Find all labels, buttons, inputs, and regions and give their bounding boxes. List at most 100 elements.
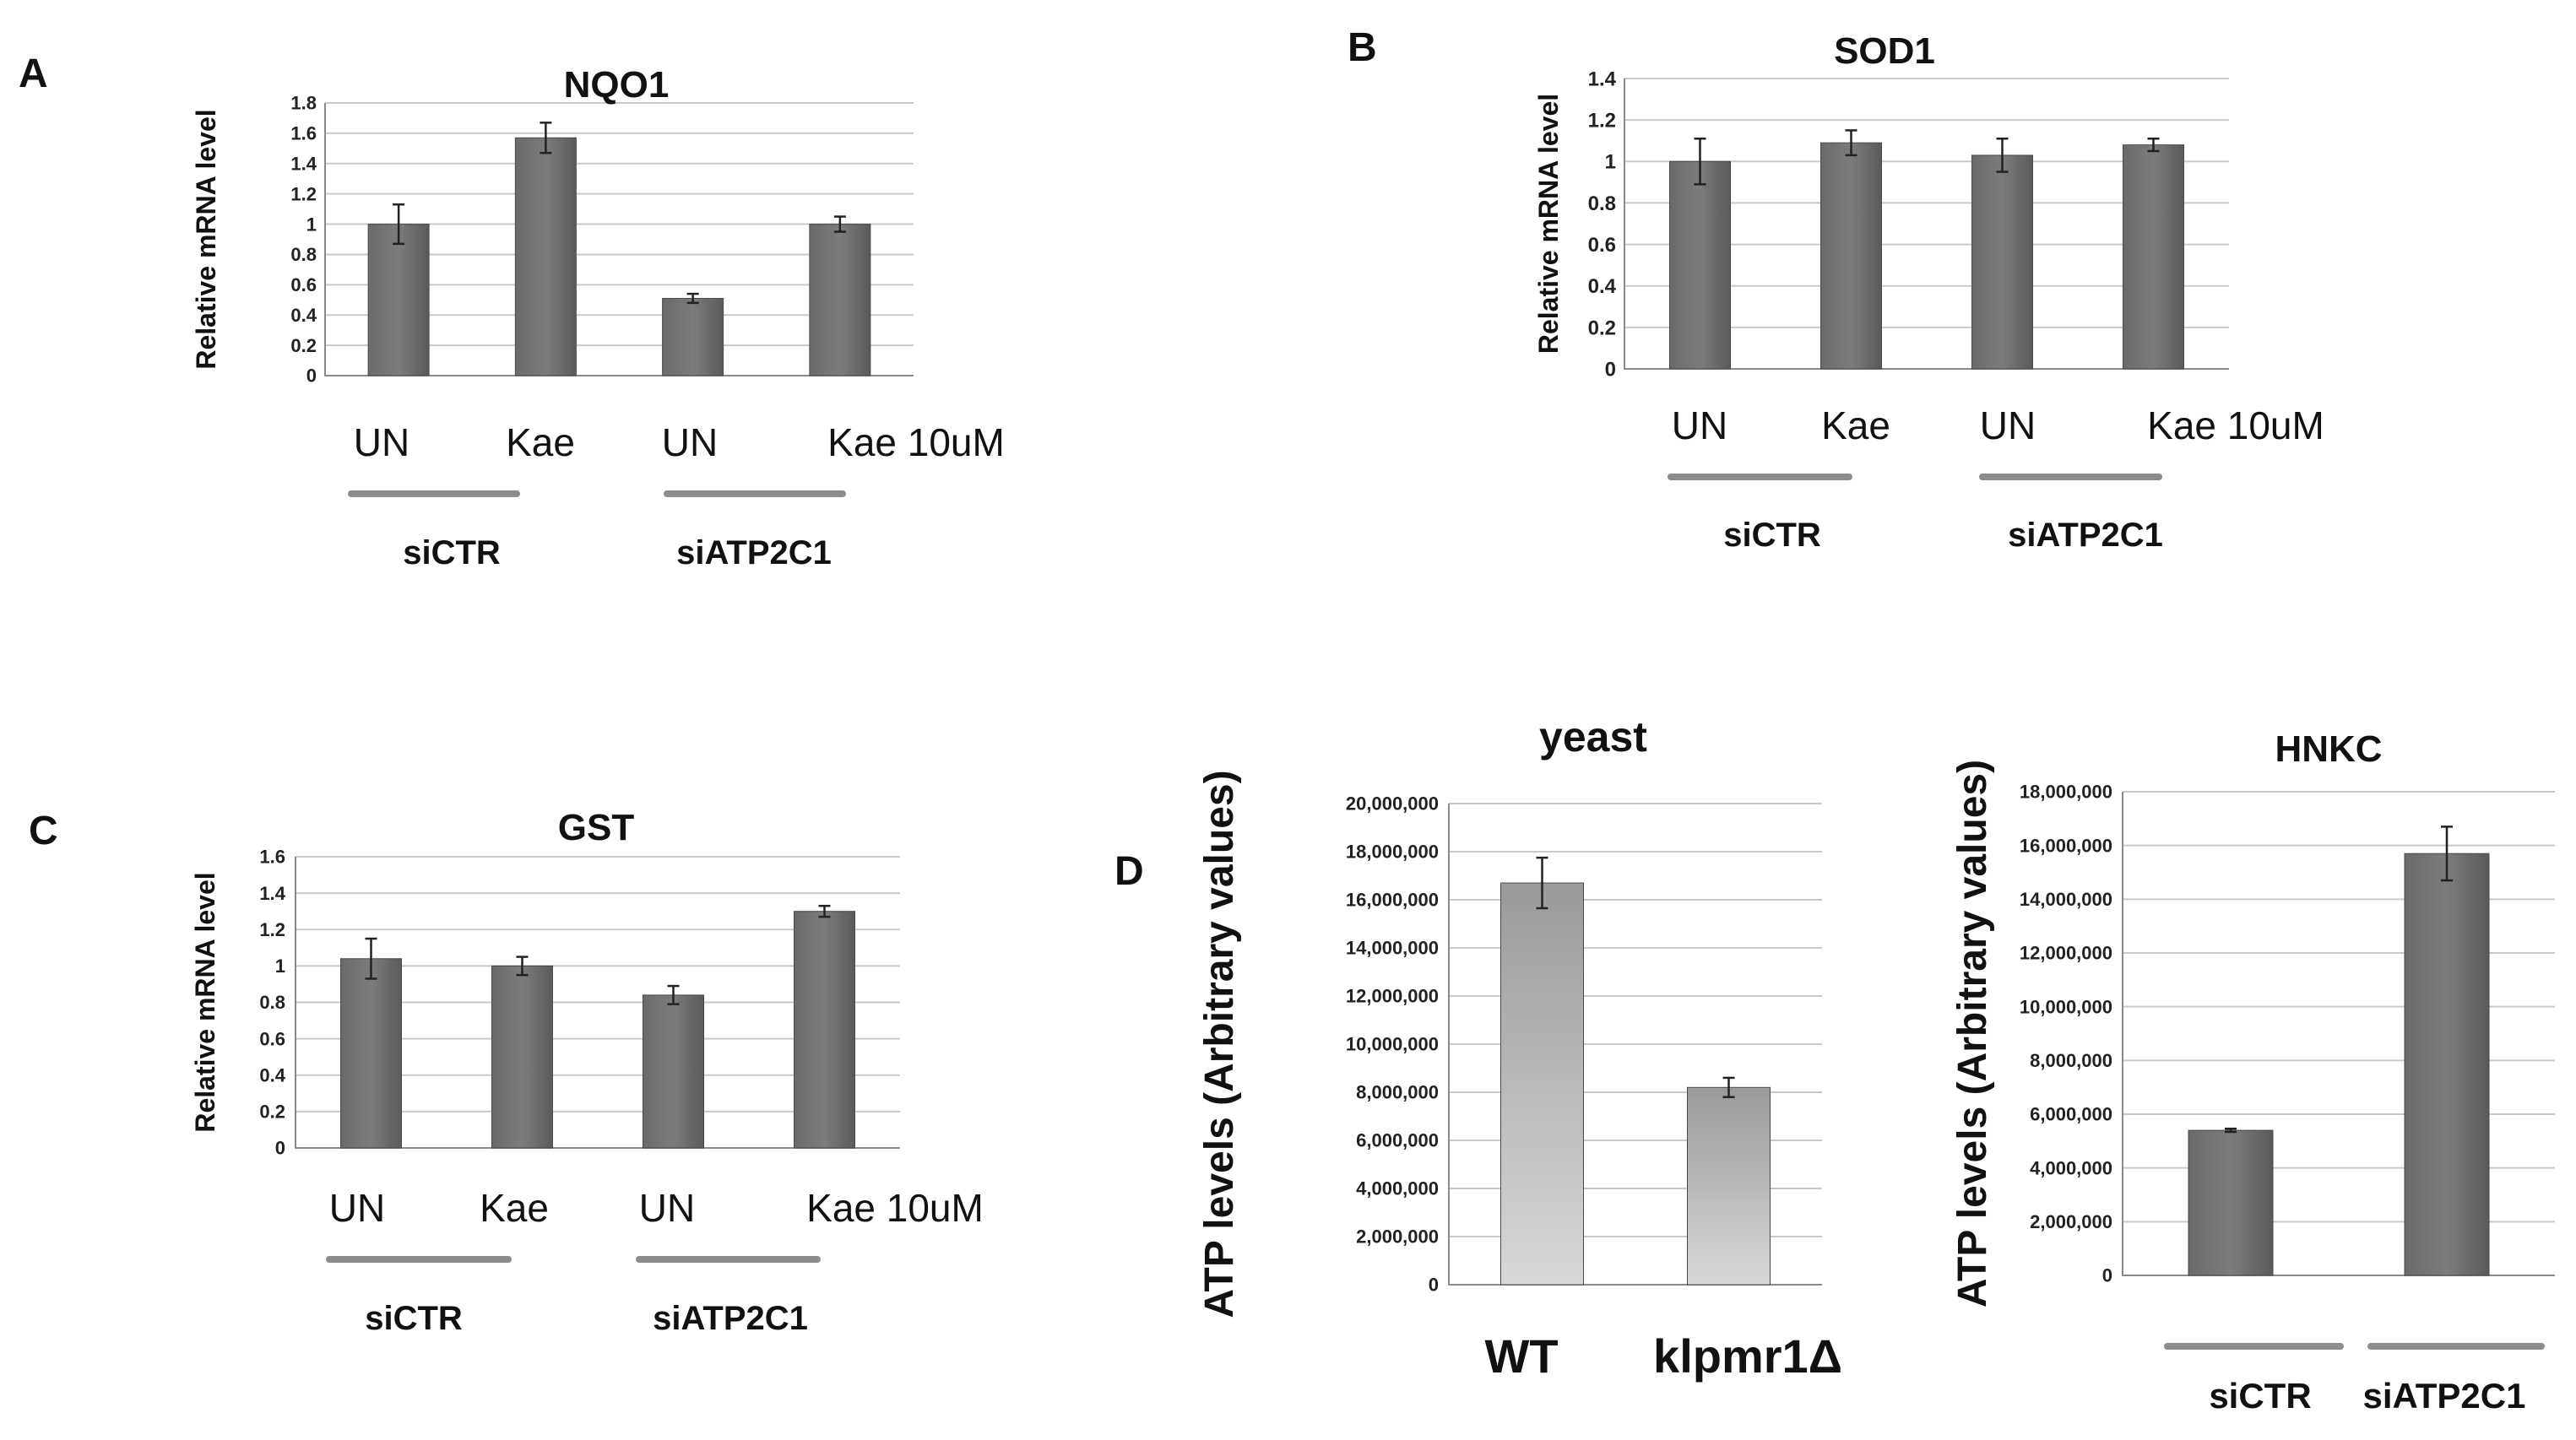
group-label: siCTR xyxy=(403,534,501,571)
y-tick-label: 1 xyxy=(1605,151,1616,174)
y-tick-label: 0 xyxy=(1605,358,1616,381)
y-axis-label: Relative mRNA level xyxy=(1533,94,1564,354)
bar xyxy=(1687,1086,1771,1286)
chart-title: NQO1 xyxy=(564,64,670,106)
y-tick-label: 8,000,000 xyxy=(1356,1082,1439,1103)
category-label: siCTR xyxy=(2209,1376,2311,1416)
chart-atp-yeast: 0 2,000,000 4,000,000 6,000,000 8,000,000 10,… xyxy=(1197,713,1842,1383)
y-tick-label: 18,000,000 xyxy=(1346,842,1439,863)
y-tick-label: 4,000,000 xyxy=(2030,1157,2112,1178)
y-tick-label: 18,000,000 xyxy=(2020,782,2112,803)
group-label: siCTR xyxy=(1723,517,1821,554)
group-label: siATP2C1 xyxy=(2008,517,2163,554)
bar xyxy=(662,297,724,376)
y-tick-label: 1.8 xyxy=(290,93,317,114)
y-tick-label: 6,000,000 xyxy=(2030,1104,2112,1125)
y-tick-label: 10,000,000 xyxy=(1346,1034,1439,1055)
y-tick-label: 1.4 xyxy=(1588,68,1617,90)
y-tick-label: 0 xyxy=(2102,1265,2112,1286)
bar xyxy=(340,958,402,1149)
y-tick-label: 1.4 xyxy=(259,883,285,904)
y-tick-label: 1.2 xyxy=(290,183,317,204)
y-tick-label: 0 xyxy=(275,1138,285,1159)
y-tick-label: 4,000,000 xyxy=(1356,1178,1439,1199)
y-tick-label: 0.2 xyxy=(259,1102,285,1123)
chart-nqo1: 0 0.2 0.4 0.6 0.8 1 1.2 1.4 1.6 1.8 NQO1 Relative m… xyxy=(191,64,1005,571)
y-tick-label: 16,000,000 xyxy=(2020,835,2112,856)
y-tick-label: 0 xyxy=(1429,1275,1439,1296)
chart-gst: 0 0.2 0.4 0.6 0.8 1 1.2 1.4 1.6 GST Relative mRNA … xyxy=(190,807,984,1337)
category-label: Kae 10uM xyxy=(2147,403,2324,447)
y-tick-label: 16,000,000 xyxy=(1346,890,1439,911)
y-axis-label: ATP levels (Arbitrary values) xyxy=(1197,770,1242,1318)
y-tick-label: 0 xyxy=(306,365,317,387)
chart-atp-hnkc: 0 2,000,000 4,000,000 6,000,000 8,000,000 10,… xyxy=(1950,728,2555,1416)
y-tick-label: 10,000,000 xyxy=(2020,996,2112,1017)
axis-lines xyxy=(2122,792,2555,1276)
y-tick-label: 1.6 xyxy=(290,123,317,144)
bar xyxy=(1971,154,2033,370)
category-label: UN xyxy=(662,420,718,464)
category-label: WT xyxy=(1484,1329,1558,1383)
category-label: UN xyxy=(329,1186,385,1230)
bar xyxy=(643,994,704,1149)
bar xyxy=(809,224,871,376)
y-tick-label: 2,000,000 xyxy=(2030,1211,2112,1232)
y-tick-label: 12,000,000 xyxy=(1346,986,1439,1007)
y-tick-label: 6,000,000 xyxy=(1356,1130,1439,1151)
bar xyxy=(367,224,430,376)
y-tick-label: 1 xyxy=(275,955,285,977)
panel-label-d: D xyxy=(1114,849,1144,894)
y-tick-label: 1.4 xyxy=(290,153,317,174)
bar xyxy=(1820,142,1882,370)
category-label: UN xyxy=(1672,403,1727,447)
category-label: UN xyxy=(1980,403,2036,447)
y-axis-label: ATP levels (Arbitrary values) xyxy=(1950,760,1995,1307)
bar xyxy=(2188,1129,2274,1276)
category-label: Kae xyxy=(480,1186,549,1230)
category-label: siATP2C1 xyxy=(2363,1376,2526,1416)
category-label: UN xyxy=(639,1186,695,1230)
bar xyxy=(491,965,553,1149)
chart-sod1: 0 0.2 0.4 0.6 0.8 1 1.2 1.4 SOD1 Relative mRNA le… xyxy=(1533,30,2324,554)
group-label: siATP2C1 xyxy=(676,534,832,571)
bar xyxy=(1669,160,1731,370)
panel-label-c: C xyxy=(29,809,58,853)
y-tick-label: 1.2 xyxy=(259,919,285,940)
category-label: UN xyxy=(354,420,409,464)
bar xyxy=(2123,144,2184,370)
y-tick-label: 2,000,000 xyxy=(1356,1226,1439,1248)
category-label: Kae 10uM xyxy=(827,420,1005,464)
y-tick-label: 20,000,000 xyxy=(1346,793,1439,815)
chart-title: SOD1 xyxy=(1834,30,1935,72)
chart-title: HNKC xyxy=(2275,728,2382,770)
y-tick-label: 0.8 xyxy=(290,244,317,265)
y-tick-label: 0.2 xyxy=(1588,317,1616,339)
category-label: klpmr1Δ xyxy=(1653,1329,1842,1383)
category-label: Kae xyxy=(506,420,575,464)
y-tick-label: 0.4 xyxy=(259,1064,285,1085)
group-label: siCTR xyxy=(365,1300,463,1337)
y-tick-label: 14,000,000 xyxy=(2020,889,2112,910)
y-tick-label: 12,000,000 xyxy=(2020,943,2112,964)
chart-title: GST xyxy=(558,807,635,848)
panel-label-b: B xyxy=(1348,25,1377,70)
y-tick-label: 8,000,000 xyxy=(2030,1050,2112,1071)
y-tick-label: 1.2 xyxy=(1588,110,1616,133)
y-axis-label: Relative mRNA level xyxy=(190,872,220,1132)
y-tick-label: 0.6 xyxy=(290,274,317,295)
y-tick-label: 1.6 xyxy=(259,847,285,868)
y-tick-label: 1 xyxy=(306,214,317,235)
category-label: Kae xyxy=(1821,403,1890,447)
bar xyxy=(1500,882,1584,1286)
y-tick-label: 0.4 xyxy=(1588,275,1617,298)
y-tick-label: 14,000,000 xyxy=(1346,938,1439,959)
bar xyxy=(514,137,577,376)
y-tick-label: 0.2 xyxy=(290,335,317,356)
chart-title: yeast xyxy=(1539,713,1647,761)
panel-label-a: A xyxy=(19,51,48,96)
y-tick-label: 0.8 xyxy=(1588,192,1616,215)
bar xyxy=(794,911,855,1149)
y-tick-label: 0.6 xyxy=(259,1028,285,1049)
y-tick-label: 0.4 xyxy=(290,305,317,326)
